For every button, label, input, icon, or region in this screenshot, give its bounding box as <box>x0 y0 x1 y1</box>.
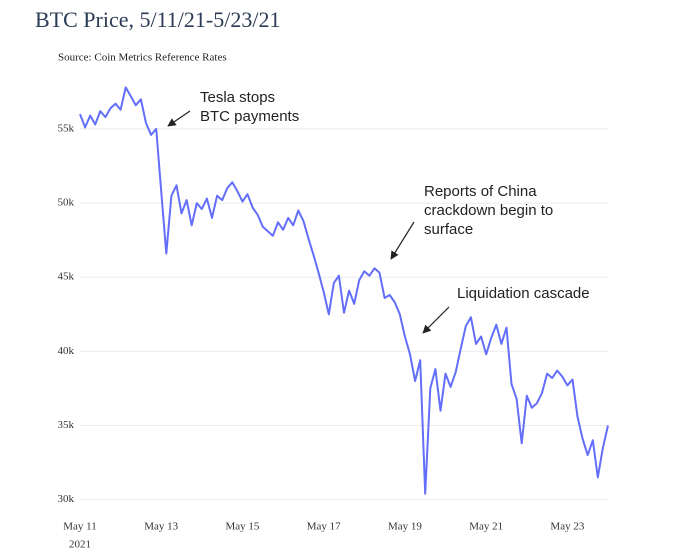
y-tick-label: 35k <box>58 419 75 431</box>
y-tick-label: 55k <box>58 122 75 134</box>
y-tick-label: 50k <box>58 197 75 209</box>
chart-subtitle: Source: Coin Metrics Reference Rates <box>58 52 227 64</box>
annotation-arrow <box>422 306 450 334</box>
x-tick-label: May 17 <box>307 521 341 533</box>
annotation-text: crackdown begin to <box>424 202 553 219</box>
annotation-text: BTC payments <box>200 108 299 125</box>
y-tick-label: 40k <box>58 345 75 357</box>
annotation-arrow <box>390 221 415 260</box>
chart-title: BTC Price, 5/11/21-5/23/21 <box>35 7 280 32</box>
annotation-text: surface <box>424 221 473 238</box>
price-line <box>79 86 609 495</box>
annotation-arrow <box>167 110 191 127</box>
x-tick-label: May 15 <box>226 521 260 533</box>
x-tick-year: 2021 <box>69 539 91 551</box>
annotation-text: Liquidation cascade <box>457 285 590 302</box>
annotation-text: Tesla stops <box>200 89 275 106</box>
x-tick-label: May 13 <box>144 521 178 533</box>
x-tick-label: May 11 <box>63 521 97 533</box>
annotation-text: Reports of China <box>424 183 537 200</box>
x-tick-label: May 23 <box>550 521 584 533</box>
x-tick-label: May 19 <box>388 521 422 533</box>
x-tick-label: May 21 <box>469 521 503 533</box>
y-tick-label: 30k <box>58 493 75 505</box>
y-tick-label: 45k <box>58 271 75 283</box>
